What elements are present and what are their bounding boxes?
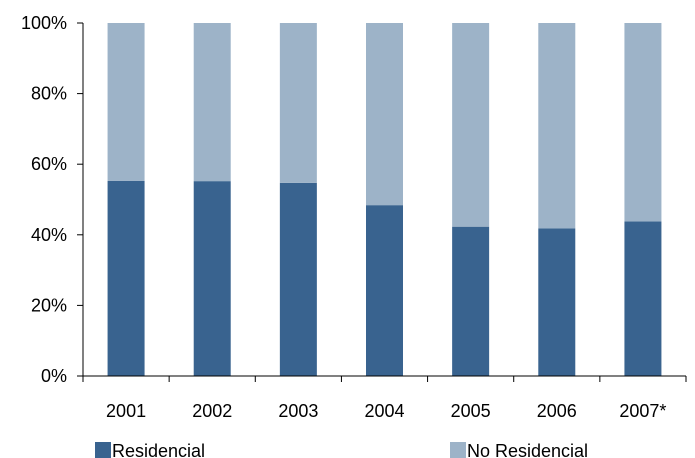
x-tick-label: 2004 [364, 401, 404, 421]
y-tick-label: 40% [31, 225, 67, 245]
bar-no-residencial-2001 [107, 23, 145, 181]
legend-swatch [95, 442, 111, 458]
x-tick-label: 2001 [106, 401, 146, 421]
bar-no-residencial-2007 [624, 23, 662, 222]
y-tick-label: 80% [31, 84, 67, 104]
bar-no-residencial-2004 [366, 23, 403, 206]
legend-label: No Residencial [467, 441, 588, 458]
bar-residencial-2006 [538, 228, 576, 376]
x-tick-label: 2007* [619, 401, 666, 421]
x-tick-label: 2006 [537, 401, 577, 421]
x-axis: 2001 2002 2003 2004 2005 2006 2007* [82, 375, 687, 421]
y-axis: 0% 20% 40% 60% 80% 100% [21, 13, 84, 386]
y-tick-label: 0% [41, 366, 67, 386]
bar-no-residencial-2006 [538, 23, 576, 229]
legend: Residencial No Residencial [95, 441, 588, 458]
y-tick-label: 20% [31, 295, 67, 315]
y-tick-label: 60% [31, 154, 67, 174]
x-tick-label: 2005 [451, 401, 491, 421]
bar-residencial-2004 [366, 205, 403, 376]
bar-no-residencial-2002 [193, 23, 231, 182]
y-tick-label: 100% [21, 13, 67, 33]
bar-residencial-2007 [624, 221, 662, 376]
bar-residencial-2005 [452, 226, 490, 376]
bar-residencial-2001 [107, 180, 145, 376]
bar-residencial-2003 [279, 182, 317, 376]
legend-label: Residencial [112, 441, 205, 458]
x-tick-label: 2002 [192, 401, 232, 421]
legend-swatch [450, 442, 466, 458]
bar-residencial-2002 [193, 181, 231, 376]
x-tick-label: 2003 [278, 401, 318, 421]
bars [107, 23, 662, 376]
bar-no-residencial-2005 [452, 23, 490, 227]
bar-no-residencial-2003 [279, 23, 317, 183]
